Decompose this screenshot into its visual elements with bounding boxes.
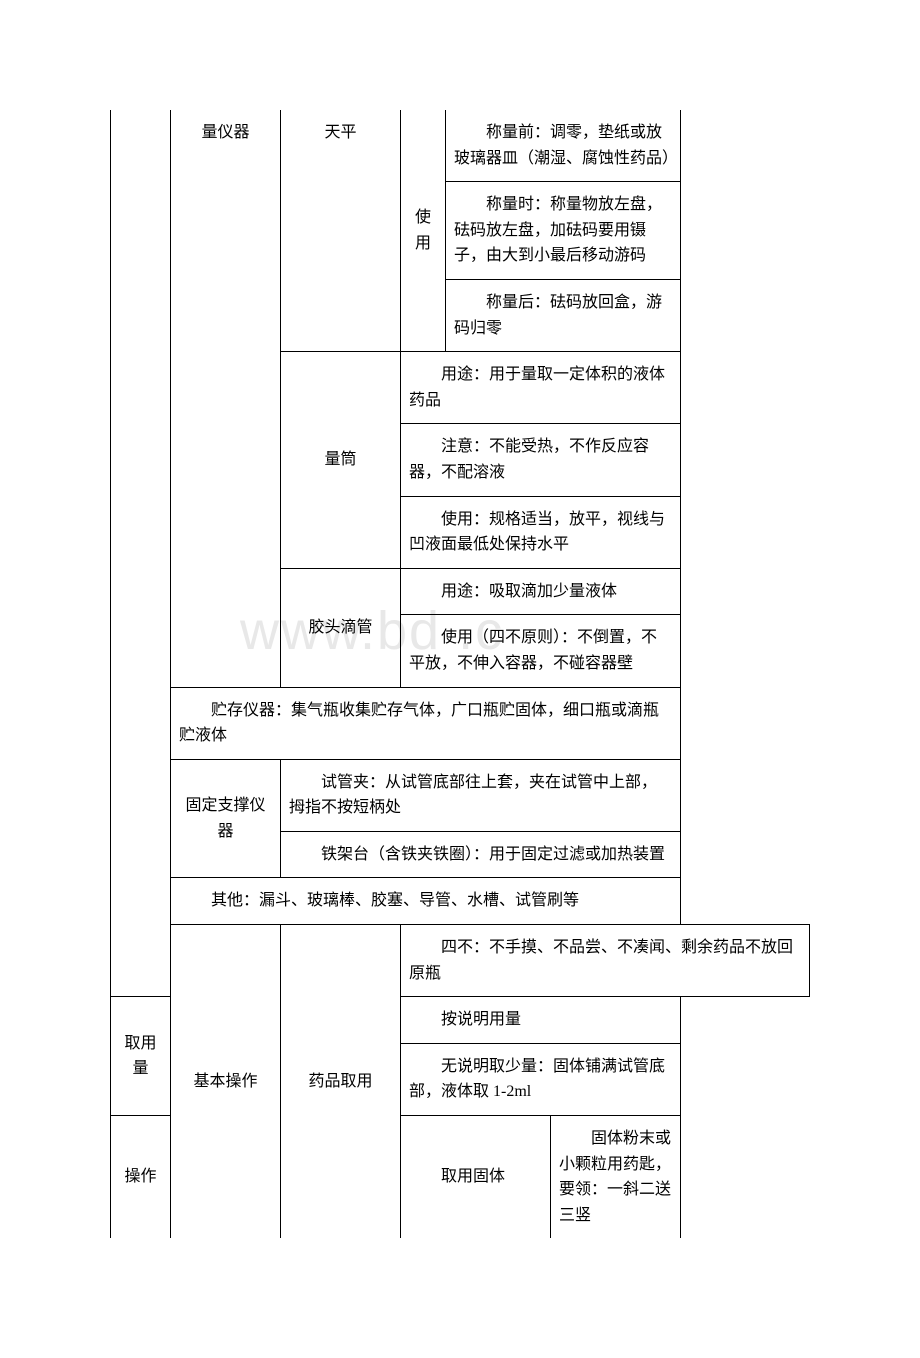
amount-label: 取用量 xyxy=(111,997,171,1116)
left-spine-cell xyxy=(111,110,171,997)
chem-use-label: 药品取用 xyxy=(281,925,401,1239)
storage-row: 贮存仪器：集气瓶收集贮存气体，广口瓶贮固体，细口瓶或滴瓶贮液体 xyxy=(171,687,681,759)
dropper-use: 用途：吸取滴加少量液体 xyxy=(401,568,681,615)
usage-label: 使用 xyxy=(401,110,446,352)
by-instruction: 按说明用量 xyxy=(401,997,681,1044)
measure-instrument-label: 量仪器 xyxy=(171,110,281,687)
dropper-label: 胶头滴管 xyxy=(281,568,401,687)
solid-powder: 固体粉末或小颗粒用药匙，要领：一斜二送三竖 xyxy=(551,1116,681,1239)
balance-label: 天平 xyxy=(281,110,401,352)
iron-stand: 铁架台（含铁夹铁圈）：用于固定过滤或加热装置 xyxy=(281,831,681,878)
four-nots: 四不：不手摸、不品尝、不凑闻、剩余药品不放回原瓶 xyxy=(401,925,810,997)
no-instruction: 无说明取少量：固体铺满试管底部，液体取 1-2ml xyxy=(401,1043,681,1115)
cylinder-note: 注意：不能受热，不作反应容器，不配溶液 xyxy=(401,424,681,496)
document-content: 量仪器 天平 使用 称量前：调零，垫纸或放玻璃器皿（潮湿、腐蚀性药品） 称量时：… xyxy=(110,110,810,1238)
balance-before: 称量前：调零，垫纸或放玻璃器皿（潮湿、腐蚀性药品） xyxy=(446,110,681,182)
basic-op-label: 基本操作 xyxy=(171,925,281,1239)
cylinder-use: 用途：用于量取一定体积的液体药品 xyxy=(401,352,681,424)
cylinder-label: 量筒 xyxy=(281,352,401,569)
others-row: 其他：漏斗、玻璃棒、胶塞、导管、水槽、试管刷等 xyxy=(171,878,681,925)
support-label: 固定支撑仪器 xyxy=(171,759,281,878)
dropper-rule: 使用（四不原则）：不倒置，不平放，不伸入容器，不碰容器壁 xyxy=(401,615,681,687)
main-table: 量仪器 天平 使用 称量前：调零，垫纸或放玻璃器皿（潮湿、腐蚀性药品） 称量时：… xyxy=(110,110,810,1238)
balance-after: 称量后：砝码放回盒，游码归零 xyxy=(446,279,681,351)
cylinder-usage: 使用：规格适当，放平，视线与凹液面最低处保持水平 xyxy=(401,496,681,568)
balance-during: 称量时：称量物放左盘，砝码放左盘，加砝码要用镊子，由大到小最后移动游码 xyxy=(446,182,681,280)
take-solid: 取用固体 xyxy=(401,1116,551,1239)
operation-label: 操作 xyxy=(111,1116,171,1239)
tube-clamp: 试管夹：从试管底部往上套，夹在试管中上部，拇指不按短柄处 xyxy=(281,759,681,831)
